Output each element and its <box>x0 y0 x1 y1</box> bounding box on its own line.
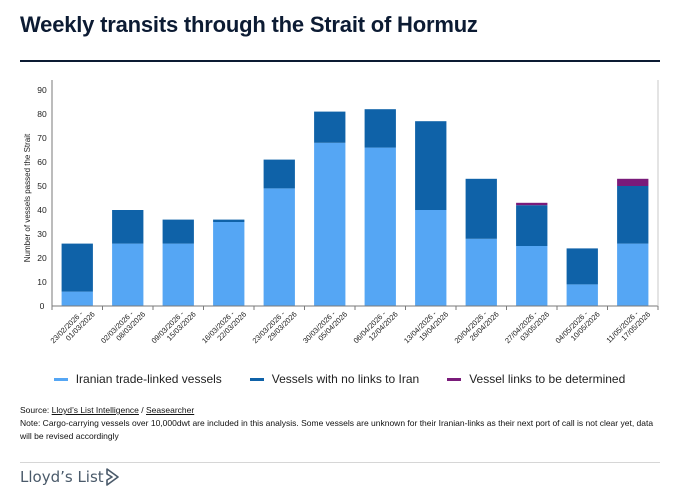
bar-segment-series-2 <box>617 186 649 244</box>
source-separator: / <box>138 405 147 415</box>
x-tick-label: 23/03/2026 -29/03/2026 <box>251 303 299 351</box>
source-link-seasearcher[interactable]: Seasearcher <box>146 405 195 415</box>
y-tick-label: 80 <box>37 109 47 119</box>
y-tick-labels: 0 10 20 30 40 50 60 70 80 90 <box>37 85 47 311</box>
x-tick-label: 27/04/2026 -03/05/2026 <box>503 303 551 351</box>
source-prefix: Source: <box>20 405 52 415</box>
bar-segment-series-1 <box>263 188 295 306</box>
bar-segment-series-3 <box>516 202 548 206</box>
legend-label: Vessel links to be determined <box>469 372 626 386</box>
x-tick-label: 16/03/2026 -22/03/2026 <box>200 303 248 351</box>
x-tick-label: 30/03/2026 -05/04/2026 <box>301 303 349 351</box>
y-tick-label: 10 <box>37 277 47 287</box>
y-tick-label: 60 <box>37 157 47 167</box>
x-tick-label: 02/03/2026 -08/03/2026 <box>99 303 147 351</box>
bars <box>61 109 649 306</box>
bar-segment-series-2 <box>566 248 598 285</box>
logo-text: Lloyd’s List <box>20 468 104 486</box>
x-tick-label: 06/04/2026 -12/04/2026 <box>352 303 400 351</box>
y-axis-label: Number of vessels passed the Strait <box>23 133 32 262</box>
lloyds-list-logo[interactable]: Lloyd’s List <box>20 466 120 488</box>
bar-segment-series-2 <box>314 111 346 143</box>
y-tick-label: 20 <box>37 253 47 263</box>
axes <box>51 80 659 310</box>
y-tick-label: 50 <box>37 181 47 191</box>
bar-segment-series-1 <box>566 284 598 306</box>
bar-segment-series-2 <box>364 109 396 148</box>
bar-segment-series-1 <box>415 210 447 306</box>
x-tick-label: 20/04/2026 -26/04/2026 <box>453 303 501 351</box>
bar-segment-series-1 <box>465 238 497 306</box>
x-tick-label: 13/04/2026 -19/04/2026 <box>402 303 450 351</box>
legend-swatch <box>53 377 68 381</box>
y-tick-label: 90 <box>37 85 47 95</box>
bar-segment-series-2 <box>213 219 245 222</box>
y-tick-label: 0 <box>40 301 45 311</box>
footer-divider <box>20 462 660 463</box>
x-tick-label: 09/03/2026 -15/03/2026 <box>150 303 198 351</box>
bar-segment-series-1 <box>364 147 396 306</box>
bar-segment-series-1 <box>213 222 245 306</box>
x-tick-labels: 23/02/2026 -01/03/2026 02/03/2026 -08/03/… <box>49 303 653 351</box>
bar-segment-series-2 <box>465 178 497 239</box>
bar-segment-series-2 <box>112 210 144 244</box>
legend-swatch <box>447 377 462 381</box>
y-tick-label: 30 <box>37 229 47 239</box>
bar-segment-series-1 <box>516 246 548 306</box>
x-tick-label: 04/05/2026 -10/05/2026 <box>554 303 602 351</box>
y-tick-label: 70 <box>37 133 47 143</box>
source-link-lloyds-intelligence[interactable]: Lloyd’s List Intelligence <box>51 405 139 415</box>
legend-item-series-1: Iranian trade-linked vessels <box>53 372 222 386</box>
y-tick-label: 40 <box>37 205 47 215</box>
source-line: Source: Lloyd’s List Intelligence / Seas… <box>20 404 660 417</box>
source-note: Source: Lloyd’s List Intelligence / Seas… <box>20 404 660 443</box>
bar-segment-series-2 <box>162 219 194 244</box>
x-tick-label: 11/05/2026 -17/05/2026 <box>604 303 652 351</box>
legend-label: Iranian trade-linked vessels <box>75 372 222 386</box>
bar-segment-series-1 <box>617 243 649 306</box>
legend-swatch <box>249 377 264 381</box>
lloyds-arrow-icon <box>105 468 119 486</box>
chart-title: Weekly transits through the Strait of Ho… <box>20 12 478 37</box>
bar-segment-series-2 <box>61 243 93 292</box>
stacked-bar-chart: Number of vessels passed the Strait 0 10 2… <box>23 80 659 351</box>
title-divider <box>20 60 660 62</box>
x-tick-label: 23/02/2026 -01/03/2026 <box>49 303 97 351</box>
legend-item-series-2: Vessels with no links to Iran <box>249 372 420 386</box>
legend-label: Vessels with no links to Iran <box>271 372 420 386</box>
bar-segment-series-1 <box>61 291 93 306</box>
note-text: Note: Cargo-carrying vessels over 10,000… <box>20 418 654 441</box>
bar-segment-series-3 <box>617 178 649 186</box>
bar-segment-series-2 <box>516 205 548 246</box>
bar-segment-series-2 <box>263 159 295 189</box>
bar-segment-series-2 <box>415 121 447 210</box>
bar-segment-series-1 <box>112 243 144 306</box>
legend-item-series-3: Vessel links to be determined <box>447 372 625 386</box>
y-axis-label-group: Number of vessels passed the Strait <box>23 133 32 262</box>
chart-legend: Iranian trade-linked vessels Vessels with… <box>0 370 679 388</box>
bar-segment-series-1 <box>162 243 194 306</box>
bar-segment-series-1 <box>314 142 346 306</box>
